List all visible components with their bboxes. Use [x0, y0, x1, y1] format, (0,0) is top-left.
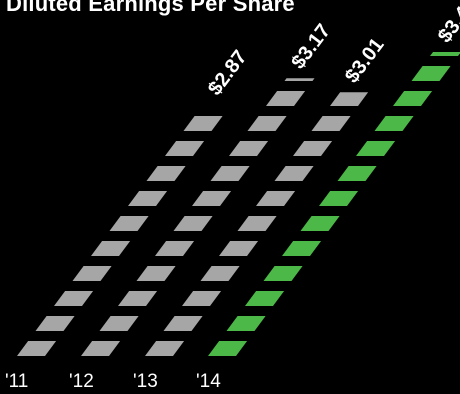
data-label: $3.17 — [287, 20, 335, 73]
bar-segment — [263, 266, 303, 281]
data-label: $3.47 — [434, 0, 460, 47]
bar-segment — [256, 191, 296, 206]
bar-segment — [182, 291, 222, 306]
bar-13 — [145, 92, 369, 356]
bar-segment — [35, 316, 75, 331]
bar-segment — [136, 266, 176, 281]
bar-segment — [219, 241, 259, 256]
bar-segment — [311, 116, 351, 131]
bar-segment — [17, 341, 57, 356]
bar-segment — [155, 241, 195, 256]
bar-segment — [54, 291, 94, 306]
bar-segment — [146, 166, 186, 181]
bar-segment — [118, 291, 158, 306]
bar-segment — [319, 191, 359, 206]
data-label: $2.87 — [204, 46, 252, 99]
bar-segment — [293, 141, 333, 156]
bar-segment — [284, 78, 315, 81]
bar-segment — [163, 316, 203, 331]
bar-12 — [81, 78, 315, 356]
bar-segment — [192, 191, 232, 206]
bar-segment — [282, 241, 322, 256]
bar-14 — [208, 52, 460, 356]
bar-segment — [128, 191, 168, 206]
bar-segment — [330, 92, 369, 106]
bar-segment — [210, 166, 250, 181]
bar-segment — [274, 166, 314, 181]
bar-segment — [173, 216, 213, 231]
category-label: '12 — [69, 371, 94, 389]
bar-segment — [247, 116, 287, 131]
bar-segment — [99, 316, 139, 331]
bar-segment — [72, 266, 112, 281]
bar-segment — [183, 116, 223, 131]
bar-segment — [208, 341, 248, 356]
bar-segment — [200, 266, 240, 281]
bar-segment — [393, 91, 433, 106]
category-label: '13 — [133, 371, 158, 389]
category-label: '14 — [196, 371, 221, 389]
bar-segment — [266, 91, 306, 106]
bar-segment — [145, 341, 185, 356]
bar-segment — [245, 291, 285, 306]
bar-segment — [356, 141, 396, 156]
bar-segment — [374, 116, 414, 131]
bar-segment — [226, 316, 266, 331]
bar-segment — [337, 166, 377, 181]
bar-segment — [300, 216, 340, 231]
bar-segment — [237, 216, 277, 231]
bar-segment — [430, 52, 460, 56]
chart-title: Diluted Earnings Per Share — [6, 0, 295, 16]
bar-segment — [109, 216, 149, 231]
bar-segment — [81, 341, 121, 356]
bar-segment — [411, 66, 451, 81]
category-label: '11 — [5, 371, 28, 389]
bar-segment — [91, 241, 131, 256]
bar-11 — [17, 116, 223, 356]
bar-segment — [229, 141, 269, 156]
data-label: $3.01 — [341, 34, 389, 87]
bar-segment — [165, 141, 205, 156]
